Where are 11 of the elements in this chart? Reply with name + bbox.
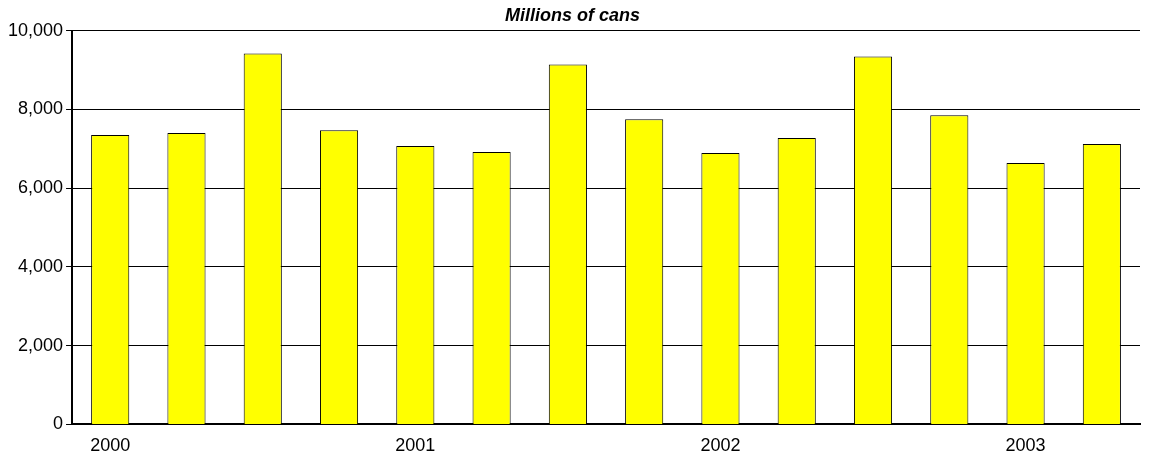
- y-tick-label: 0: [53, 413, 64, 434]
- y-tick-label: 10,000: [7, 19, 64, 40]
- y-tick-label: 2,000: [18, 334, 64, 355]
- y-tick-label: 6,000: [18, 177, 64, 198]
- x-tick-label: 2003: [1005, 435, 1046, 456]
- x-tick-label: 2001: [395, 435, 436, 456]
- x-tick-label: 2000: [90, 435, 131, 456]
- y-tick-label: 4,000: [18, 255, 64, 276]
- x-tick-label: 2002: [700, 435, 741, 456]
- chart-title: Millions of cans: [504, 4, 641, 25]
- y-tick-label: 8,000: [18, 98, 64, 119]
